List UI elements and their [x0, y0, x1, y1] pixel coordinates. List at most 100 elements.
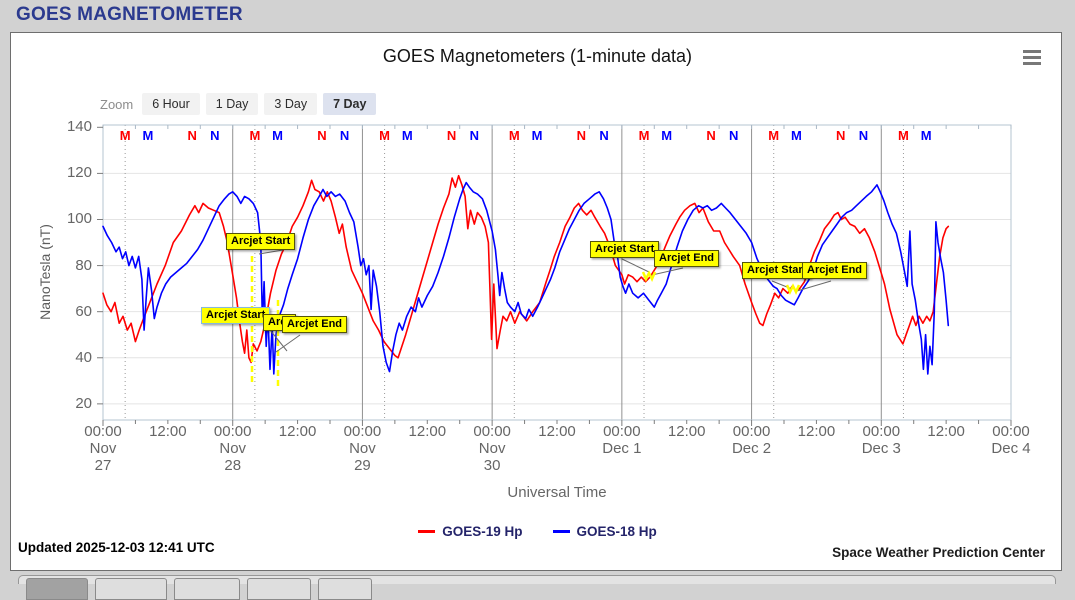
- x-tick-label: 00:00: [603, 423, 641, 440]
- sat-marker-m: M: [508, 128, 520, 143]
- sat-marker-m: M: [661, 128, 673, 143]
- x-date-label: Dec 1: [602, 440, 642, 457]
- bottom-tab-strip: [18, 575, 1056, 600]
- chart-menu-icon[interactable]: [1021, 50, 1043, 68]
- sat-marker-n: N: [706, 128, 716, 143]
- annotation-connector: [258, 249, 284, 255]
- sat-marker-n: N: [446, 128, 457, 143]
- sat-marker-n: N: [576, 128, 587, 143]
- sat-marker-n: N: [317, 128, 327, 143]
- zoom-button-3-day[interactable]: 3 Day: [264, 93, 318, 115]
- menu-bar: [1023, 56, 1041, 59]
- sat-marker-n: N: [210, 128, 220, 143]
- y-tick-label: 120: [66, 164, 92, 182]
- plot-area[interactable]: [97, 124, 1012, 426]
- series-goes-18-hp[interactable]: [102, 181, 950, 375]
- sat-marker-m: M: [142, 128, 154, 143]
- x-date-label: Dec 2: [731, 440, 772, 457]
- zoom-toolbar: Zoom 6 Hour 1 Day 3 Day 7 Day: [100, 93, 377, 115]
- y-tick-label: 140: [66, 118, 92, 136]
- sat-marker-m: M: [638, 128, 650, 143]
- sat-marker-n: N: [187, 128, 197, 143]
- sat-marker-n: N: [339, 128, 350, 143]
- arcjet-label: Arcjet End: [654, 250, 720, 267]
- bottom-tab-4[interactable]: [247, 578, 311, 600]
- x-date-label: Nov 27: [89, 440, 117, 474]
- x-axis-title: Universal Time: [507, 484, 607, 501]
- legend-swatch: [418, 530, 436, 533]
- bottom-tab-5[interactable]: [318, 578, 372, 600]
- sat-marker-n: N: [599, 128, 609, 143]
- page: { "header": { "title": "GOES MAGNETOMETE…: [0, 4, 1075, 600]
- arcjet-label: Arcjet Start: [226, 233, 296, 250]
- zoom-button-1-day[interactable]: 1 Day: [205, 93, 259, 115]
- x-tick-label: 00:00: [473, 423, 511, 440]
- sat-marker-m: M: [379, 128, 390, 143]
- y-tick-label: 40: [75, 348, 92, 366]
- x-tick-label: 00:00: [862, 423, 901, 440]
- x-date-label: Dec 3: [861, 440, 901, 457]
- legend-item-goes-18-hp[interactable]: GOES-18 Hp: [552, 524, 657, 539]
- sat-marker-n: N: [836, 128, 846, 143]
- sat-marker-m: M: [119, 128, 131, 143]
- zoom-button-7-day[interactable]: 7 Day: [323, 93, 377, 115]
- x-tick-label: 12:00: [149, 423, 187, 440]
- legend-label: GOES-18 Hp: [576, 524, 657, 539]
- annotation-connector: [275, 334, 301, 353]
- zoom-buttons: 6 Hour 1 Day 3 Day 7 Day: [142, 93, 377, 115]
- chart-title: GOES Magnetometers (1-minute data): [382, 46, 693, 66]
- annotation-connector: [796, 280, 832, 292]
- x-tick-label: 12:00: [278, 423, 317, 440]
- series-goes-19-hp[interactable]: [102, 174, 950, 364]
- sat-marker-n: N: [729, 128, 739, 143]
- arcjet-label: Arcjet Start: [201, 307, 271, 324]
- annotation-connector: [651, 267, 684, 276]
- sat-marker-m: M: [401, 128, 413, 143]
- x-tick-label: 12:00: [538, 423, 576, 440]
- zoom-button-6-hour[interactable]: 6 Hour: [142, 93, 200, 115]
- page-title: GOES MAGNETOMETER: [16, 4, 243, 25]
- plot-frame: [102, 124, 1012, 421]
- legend: GOES-19 Hp GOES-18 Hp: [0, 524, 1075, 539]
- bottom-tab-2[interactable]: [95, 578, 167, 600]
- legend-label: GOES-19 Hp: [442, 524, 523, 539]
- sat-marker-m: M: [920, 128, 932, 143]
- arcjet-label: Arcjet Start: [590, 241, 660, 258]
- arcjet-label: Arcjet Start: [742, 262, 812, 279]
- sat-marker-m: M: [272, 128, 283, 143]
- arcjet-event-marker: [641, 270, 657, 282]
- x-tick-label: 00:00: [84, 423, 122, 440]
- bottom-tab-1[interactable]: [26, 578, 88, 600]
- legend-swatch: [552, 530, 570, 533]
- sat-marker-n: N: [469, 128, 479, 143]
- sat-marker-m: M: [791, 128, 802, 143]
- sat-marker-m: M: [531, 128, 543, 143]
- x-tick-label: 00:00: [343, 423, 382, 440]
- menu-bar: [1023, 50, 1041, 53]
- chart-panel: [10, 32, 1062, 571]
- sat-marker-m: M: [768, 128, 780, 143]
- x-tick-label: 00:00: [732, 423, 771, 440]
- x-date-label: Nov 29: [349, 440, 376, 474]
- x-tick-label: 00:00: [992, 423, 1030, 440]
- sat-marker-m: M: [249, 128, 261, 143]
- arcjet-label: Arcjet End: [802, 262, 868, 279]
- annotation-connector: [621, 258, 650, 273]
- y-tick-label: 80: [75, 256, 92, 274]
- x-tick-label: 12:00: [927, 423, 965, 440]
- x-tick-label: 12:00: [667, 423, 706, 440]
- y-tick-label: 100: [66, 210, 92, 228]
- legend-item-goes-19-hp[interactable]: GOES-19 Hp: [418, 524, 523, 539]
- bottom-tab-3[interactable]: [174, 578, 240, 600]
- sat-marker-n: N: [858, 128, 869, 143]
- x-date-label: Nov 30: [478, 440, 506, 474]
- arcjet-event-marker: [785, 283, 801, 295]
- x-date-label: Dec 4: [991, 440, 1031, 457]
- y-tick-label: 20: [75, 394, 92, 412]
- arcjet-label: Arcjet End: [282, 316, 348, 333]
- x-date-label: Nov 28: [219, 440, 247, 474]
- x-tick-label: 12:00: [408, 423, 447, 440]
- x-tick-label: 12:00: [797, 423, 836, 440]
- sat-marker-m: M: [898, 128, 909, 143]
- zoom-label: Zoom: [100, 96, 134, 112]
